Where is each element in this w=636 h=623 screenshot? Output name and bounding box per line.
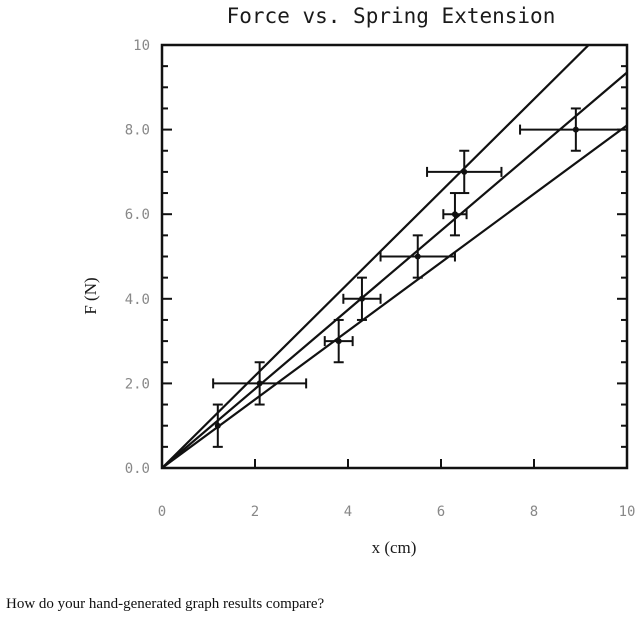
data-point (414, 253, 421, 260)
data-point (358, 295, 365, 302)
y-tick-label: 8.0 (125, 123, 150, 139)
x-tick-label: 4 (344, 504, 352, 520)
plot-area: 0 2 4 6 8 10 0.0 2.0 4.0 6.0 8.0 10 (125, 38, 636, 520)
chart-title: Force vs. Spring Extension (227, 4, 556, 28)
question-text: How do your hand-generated graph results… (6, 596, 325, 612)
y-tick-label: 6.0 (125, 207, 150, 223)
data-point (335, 338, 342, 345)
y-tick-label: 10 (133, 38, 150, 54)
fit-line-best-fit (162, 71, 627, 468)
x-axis-label: x (cm) (372, 538, 417, 557)
x-tick-label: 6 (437, 504, 445, 520)
y-tick-label: 4.0 (125, 292, 150, 308)
y-tick-label: 2.0 (125, 376, 150, 392)
fit-line-min-slope (162, 124, 627, 468)
x-tick-label: 10 (619, 504, 636, 520)
x-tick-label: 0 (158, 504, 166, 520)
data-point (461, 168, 468, 175)
data-point (451, 211, 458, 218)
fit-line-max-slope (162, 45, 591, 468)
y-axis-label: F (N) (81, 277, 100, 314)
y-tick-label: 0.0 (125, 461, 150, 477)
data-point (572, 126, 579, 133)
x-tick-label: 2 (251, 504, 259, 520)
x-tick-label: 8 (530, 504, 538, 520)
force-vs-extension-chart: Force vs. Spring Extension 0 2 4 6 8 10 0.0 2.0… (81, 4, 636, 557)
data-point (214, 422, 221, 429)
data-point (256, 380, 263, 387)
